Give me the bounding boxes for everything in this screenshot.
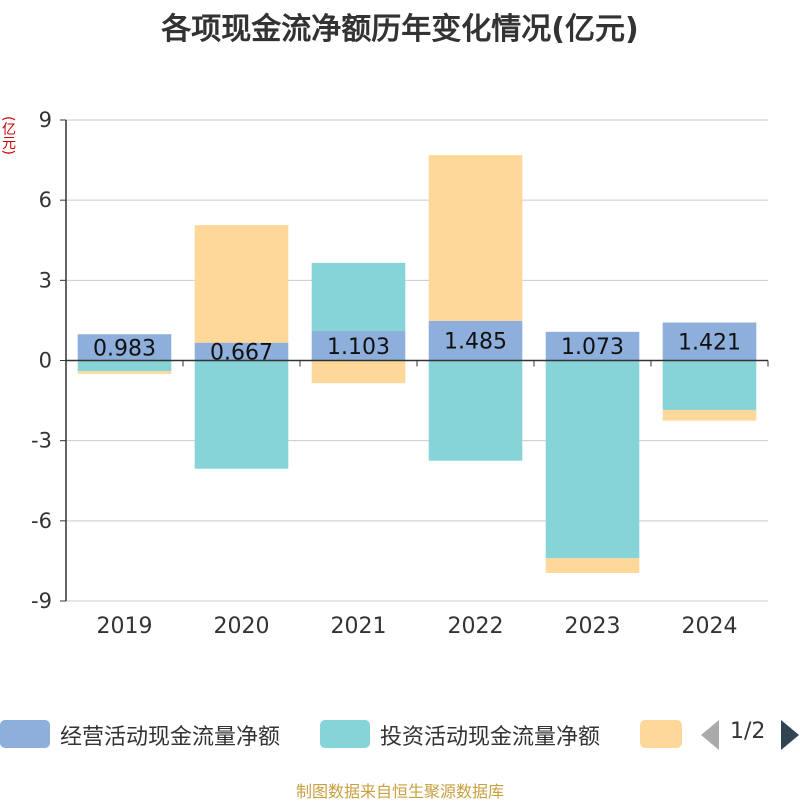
legend-page-indicator: 1/2 — [730, 719, 766, 744]
bar-series1-2023 — [545, 331, 640, 361]
bar-series3-2021 — [311, 360, 406, 384]
bar-series3-2020 — [194, 225, 289, 343]
y-tick-label: -3 — [31, 429, 52, 453]
bar-series1-2021 — [311, 331, 406, 361]
legend-label-operating: 经营活动现金流量净额 — [60, 725, 281, 750]
legend: 经营活动现金流量净额 投资活动现金流量净额 — [0, 716, 800, 752]
bar-series2-2021 — [311, 262, 406, 332]
x-tick-label-2023: 2023 — [565, 614, 621, 639]
bar-series2-2020 — [194, 360, 289, 469]
bar-series3-2019 — [77, 371, 172, 374]
data-label-2021: 1.103 — [327, 335, 390, 360]
legend-swatch-investing — [320, 720, 370, 748]
y-tick-label: -9 — [31, 589, 52, 613]
y-axis-unit-label: (亿元) — [0, 116, 16, 155]
y-tick-label: 6 — [39, 188, 52, 212]
legend-swatch-operating — [0, 720, 50, 748]
data-label-2019: 0.983 — [93, 336, 156, 361]
legend-next-page-icon[interactable] — [781, 720, 799, 750]
y-tick-label: -6 — [31, 509, 52, 533]
data-source-note: 制图数据来自恒生聚源数据库 — [295, 782, 504, 801]
data-label-2022: 1.485 — [444, 330, 507, 355]
y-tick-label: 3 — [39, 268, 52, 292]
x-tick-label-2021: 2021 — [331, 614, 387, 639]
bar-series3-2023 — [545, 558, 640, 573]
y-tick-label: 0 — [39, 349, 52, 373]
bar-series2-2024 — [662, 360, 757, 410]
data-label-2024: 1.421 — [678, 331, 741, 356]
bar-series1-2020 — [194, 342, 289, 361]
legend-swatch-financing — [640, 720, 682, 748]
bar-series1-2019 — [77, 334, 172, 361]
legend-label-investing: 投资活动现金流量净额 — [380, 725, 601, 750]
y-tick-label: 9 — [39, 108, 52, 132]
x-tick-label-2022: 2022 — [448, 614, 504, 639]
bar-series3-2024 — [662, 409, 757, 421]
bar-series2-2023 — [545, 360, 640, 559]
bar-series1-2022 — [428, 320, 523, 361]
bar-chart: -9 -6 -3 0 3 6 9 2019 2020 2021 2022 2023 2024 0.983 0… — [31, 108, 769, 639]
bar-series2-2022 — [428, 360, 523, 461]
legend-prev-page-icon[interactable] — [701, 720, 719, 750]
bar-series3-2022 — [428, 155, 523, 321]
chart-title: 各项现金流净额历年变化情况(亿元) — [161, 12, 639, 47]
data-label-2020: 0.667 — [210, 341, 273, 366]
bar-series2-2019 — [77, 360, 172, 372]
bar-series1-2024 — [662, 322, 757, 361]
x-tick-label-2019: 2019 — [97, 614, 153, 639]
x-tick-label-2024: 2024 — [682, 614, 738, 639]
data-label-2023: 1.073 — [561, 335, 624, 360]
x-tick-label-2020: 2020 — [214, 614, 270, 639]
